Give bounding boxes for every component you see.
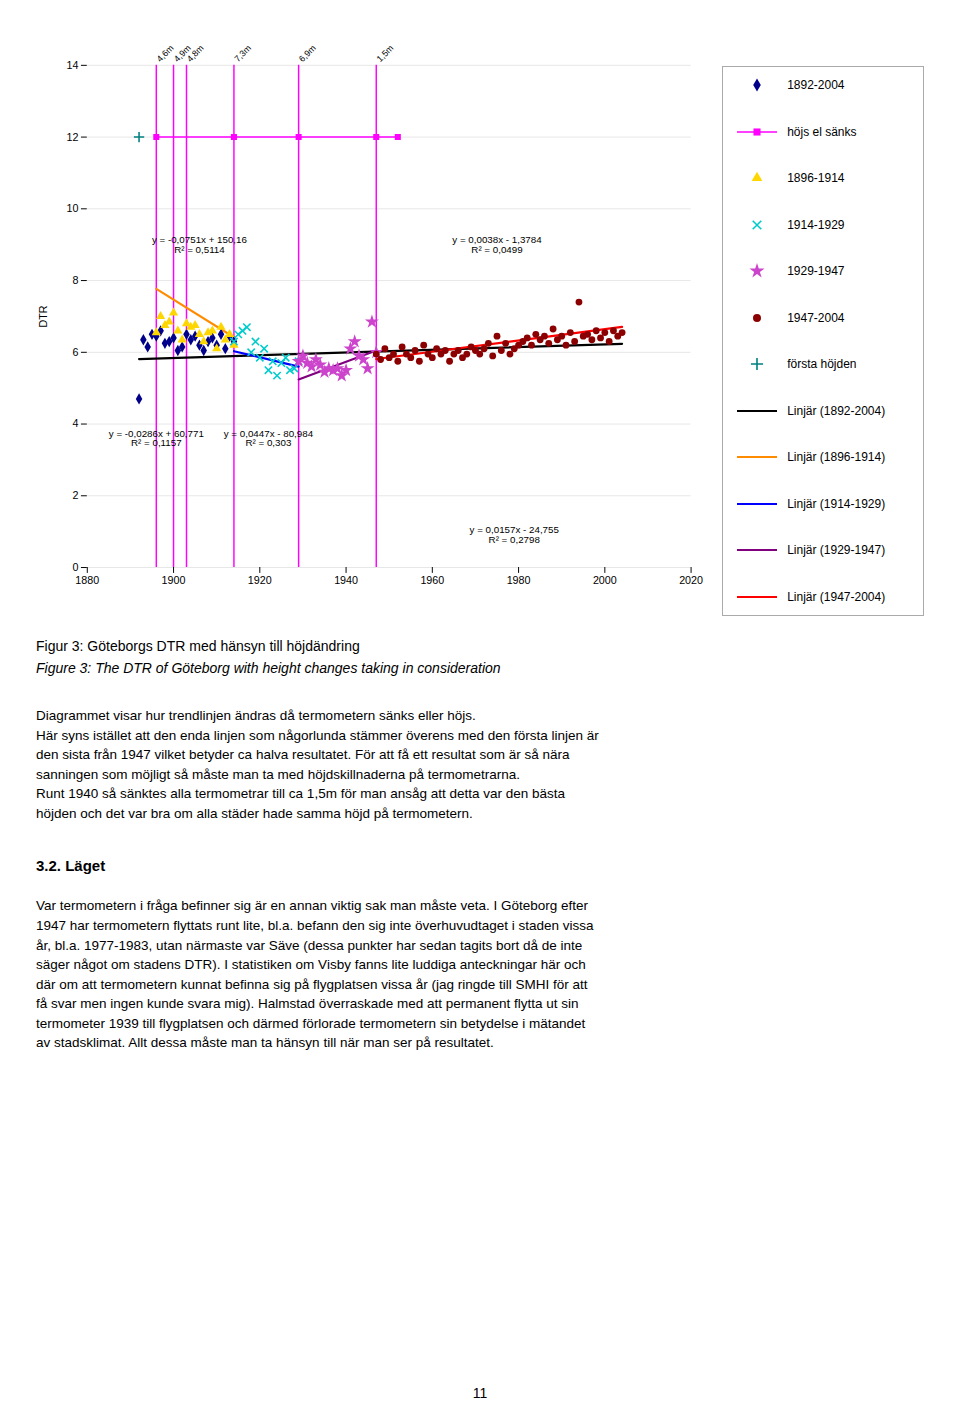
svg-text:0: 0 [73, 561, 79, 573]
svg-text:4: 4 [73, 417, 79, 429]
svg-text:7,3m: 7,3m [232, 43, 253, 64]
html-text:Figur 3: Göteborgs DTR med hän: Figur 3: Göteborgs DTR med hänsyn till h… [36, 638, 360, 654]
svg-text:12: 12 [67, 131, 79, 143]
svg-text:DTR: DTR [37, 305, 49, 327]
svg-text:2: 2 [73, 489, 79, 501]
svg-text:1900: 1900 [162, 574, 186, 586]
svg-text:1920: 1920 [248, 574, 272, 586]
html-text:Linjär (1892-2004): Linjär (1892-2004) [787, 403, 886, 418]
svg-text:4,8m: 4,8m [185, 43, 206, 64]
svg-text:10: 10 [67, 202, 79, 214]
html-text:1929-1947: 1929-1947 [787, 264, 845, 279]
html-text:höjs el sänks: höjs el sänks [787, 124, 857, 139]
html-text:Figure 3: The DTR of Göteborg: Figure 3: The DTR of Göteborg with heigh… [36, 660, 501, 676]
html-text:Linjär (1929-1947): Linjär (1929-1947) [787, 543, 886, 558]
html-text:3.2. Läget: 3.2. Läget [36, 857, 106, 875]
svg-text:6,9m: 6,9m [297, 43, 318, 64]
svg-text:y = 0,0038x - 1,3784R² = 0,049: y = 0,0038x - 1,3784R² = 0,0499 [452, 234, 542, 255]
svg-text:4,9m: 4,9m [171, 43, 193, 64]
html-text:1947-2004: 1947-2004 [787, 310, 845, 325]
html-text:Linjär (1947-2004): Linjär (1947-2004) [787, 589, 886, 604]
html-text:Diagrammet visar hur trendlinj: Diagrammet visar hur trendlinjen ändras … [36, 708, 599, 821]
svg-text:2000: 2000 [593, 574, 617, 586]
svg-text:1940: 1940 [334, 574, 358, 586]
svg-text:2020: 2020 [679, 574, 703, 586]
html-text:1892-2004: 1892-2004 [787, 78, 845, 92]
html-text:Linjär (1896-1914): Linjär (1896-1914) [787, 450, 886, 465]
svg-text:4,6m: 4,6m [155, 43, 176, 64]
html-text:1914-1929: 1914-1929 [787, 217, 845, 232]
svg-text:1980: 1980 [507, 574, 531, 586]
html-text:11: 11 [472, 1385, 488, 1401]
svg-text:1880: 1880 [75, 574, 99, 586]
html-text:Linjär (1914-1929): Linjär (1914-1929) [787, 496, 886, 511]
html-text:1896-1914: 1896-1914 [787, 171, 845, 186]
svg-text:14: 14 [67, 59, 79, 71]
svg-text:y = -0,0286x + 60,771R² = 0,11: y = -0,0286x + 60,771R² = 0,1157 [109, 428, 204, 449]
html-text:första höjden: första höjden [787, 357, 857, 372]
svg-text:1960: 1960 [420, 574, 444, 586]
html-text:Var termometern i fråga befinn: Var termometern i fråga befinner sig är … [36, 898, 594, 1051]
svg-text:y = -0,0751x + 150,16R² = 0,51: y = -0,0751x + 150,16R² = 0,5114 [152, 234, 247, 255]
svg-text:8: 8 [73, 274, 79, 286]
svg-text:6: 6 [73, 346, 79, 358]
svg-text:y = 0,0157x - 24,755R² = 0,279: y = 0,0157x - 24,755R² = 0,2798 [470, 524, 560, 545]
svg-text:y = 0,0447x - 80,984R² = 0,303: y = 0,0447x - 80,984R² = 0,303 [224, 428, 314, 449]
svg-text:1,5m: 1,5m [375, 43, 396, 64]
